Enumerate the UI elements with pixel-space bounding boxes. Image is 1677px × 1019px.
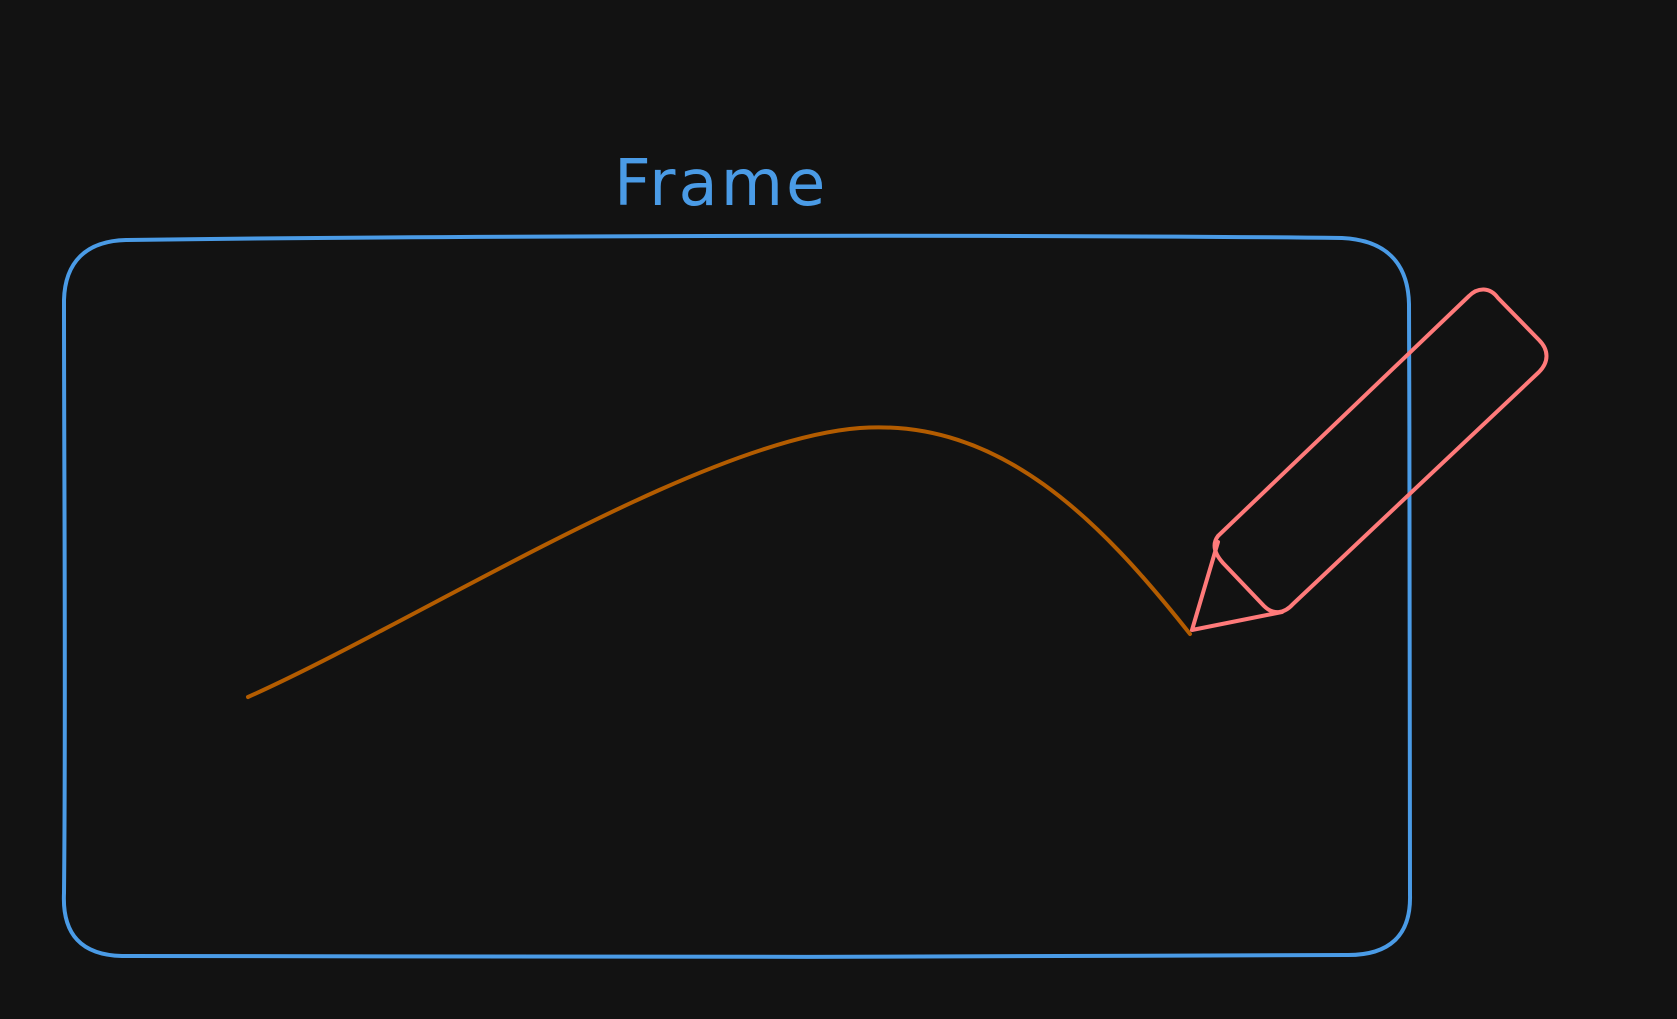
frame-rectangle[interactable] <box>61 233 1413 960</box>
pencil-body <box>1212 287 1549 615</box>
frame-title[interactable]: Frame <box>614 147 828 221</box>
freehand-stroke[interactable] <box>246 425 1192 699</box>
pencil-tip <box>1190 540 1284 632</box>
pencil-icon <box>1190 287 1549 632</box>
